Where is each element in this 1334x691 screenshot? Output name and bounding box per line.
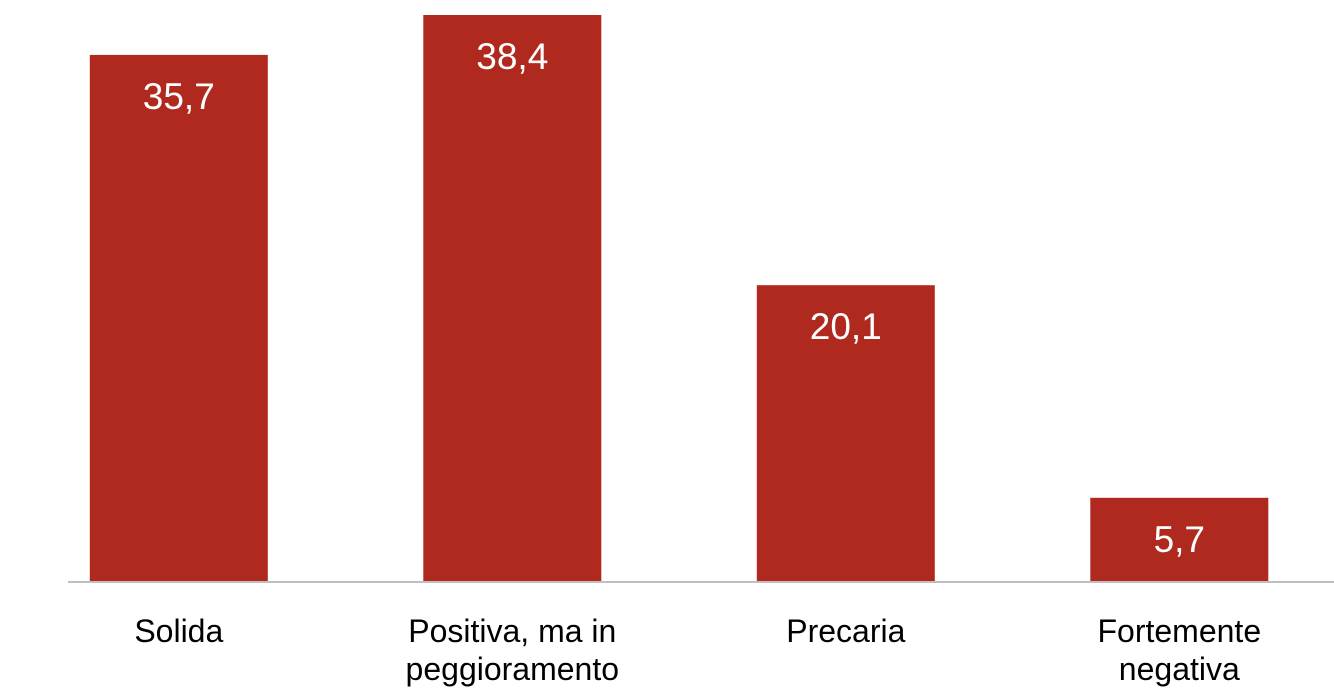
category-label-3-line-0: Fortemente <box>1097 613 1261 649</box>
bars-layer <box>89 15 1269 582</box>
data-label-3: 5,7 <box>1154 519 1205 560</box>
data-label-1: 38,4 <box>476 36 548 77</box>
bar-2 <box>756 285 935 582</box>
category-label-0: Solida <box>134 613 223 649</box>
bar-0 <box>89 54 268 582</box>
category-label-3-line-1: negativa <box>1119 651 1240 687</box>
bar-1 <box>423 15 602 582</box>
bar-3 <box>1090 497 1269 582</box>
category-label-1-line-1: peggioramento <box>406 651 619 687</box>
data-label-2: 20,1 <box>810 306 882 347</box>
category-label-2: Precaria <box>786 613 905 649</box>
data-label-0: 35,7 <box>143 76 215 117</box>
category-label-1-line-0: Positiva, ma in <box>408 613 616 649</box>
labels-layer: 35,7 Solida 38,4 Positiva, ma inpeggioramen… <box>134 36 1261 687</box>
